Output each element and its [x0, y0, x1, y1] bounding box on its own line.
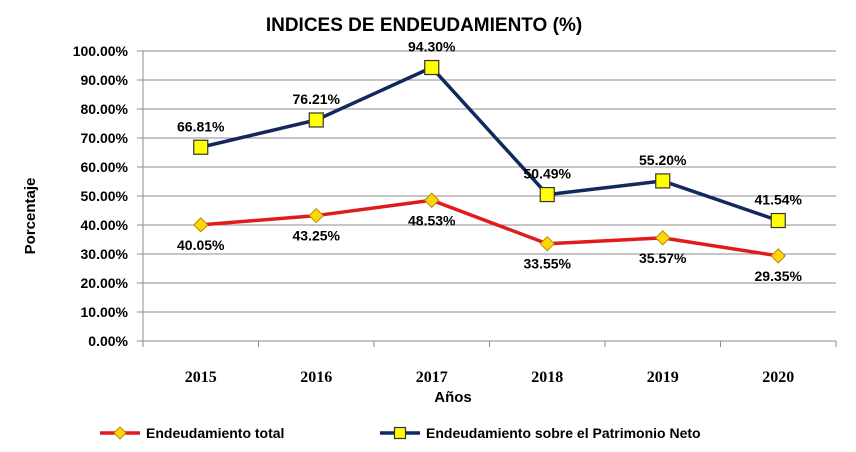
data-label: 35.57%: [639, 250, 687, 266]
data-label: 55.20%: [639, 152, 687, 168]
data-point: [308, 207, 324, 224]
y-tick-label: 40.00%: [81, 217, 129, 233]
x-tick-label: 2015: [185, 369, 217, 386]
data-point: [424, 192, 440, 208]
data-point: [539, 235, 555, 252]
chart-title: INDICES DE ENDEUDAMIENTO (%): [266, 15, 582, 36]
legend-label: Endeudamiento total: [146, 425, 284, 441]
x-tick-label: 2017: [416, 369, 448, 386]
legend-marker: [393, 426, 407, 440]
y-tick-label: 70.00%: [81, 130, 129, 146]
data-point: [770, 248, 786, 264]
y-tick-labels: 0.00% 10.00% 20.00% 30.00% 40.00% 50.00% 60.00…: [73, 43, 129, 349]
data-point: [193, 217, 209, 233]
y-tick-label: 10.00%: [81, 304, 129, 320]
legend-label: Endeudamiento sobre el Patrimonio Neto: [426, 425, 701, 441]
data-label: 41.54%: [755, 192, 803, 208]
x-tick-label: 2019: [647, 369, 679, 386]
x-tick-labels: 2015 2016 2017 2018 2019 2020: [185, 369, 795, 386]
y-axis-label: Porcentaje: [22, 178, 39, 255]
data-label: 33.55%: [524, 256, 572, 272]
data-label: 50.49%: [524, 166, 572, 182]
y-tick-label: 50.00%: [81, 188, 129, 204]
y-tick-label: 20.00%: [81, 275, 129, 291]
x-tick-label: 2016: [300, 369, 332, 386]
x-axis-label: Años: [434, 389, 472, 406]
data-label: 29.35%: [755, 268, 803, 284]
y-tick-label: 30.00%: [81, 246, 129, 262]
x-tick-label: 2018: [531, 369, 563, 386]
y-tick-label: 0.00%: [88, 333, 128, 349]
data-label: 66.81%: [177, 118, 225, 134]
data-point: [770, 212, 786, 229]
data-label: 43.25%: [293, 228, 341, 244]
data-point: [655, 173, 671, 189]
series-line-2: [200, 65, 779, 223]
data-label: 76.21%: [293, 91, 341, 107]
x-tick-label: 2020: [762, 369, 794, 386]
data-point: [424, 59, 440, 76]
legend-marker: [113, 426, 127, 440]
data-label: 48.53%: [408, 212, 456, 228]
data-point: [539, 186, 555, 203]
legend: Endeudamiento total Endeudamiento sobre e…: [100, 425, 701, 441]
series-group: 40.05% 43.25% 48.53% 33.55% 35.57% 29.35% 66.8…: [177, 39, 803, 284]
data-point: [655, 230, 671, 246]
y-tick-label: 80.00%: [81, 101, 129, 117]
data-label: 94.30%: [408, 39, 456, 55]
series-line-1: [200, 198, 779, 258]
data-point: [193, 139, 209, 155]
data-point: [308, 112, 324, 128]
axes: [137, 50, 837, 347]
y-tick-label: 100.00%: [73, 43, 129, 59]
y-tick-label: 60.00%: [81, 159, 129, 175]
y-tick-label: 90.00%: [81, 72, 129, 88]
data-label: 40.05%: [177, 237, 225, 253]
gridlines: [143, 50, 836, 313]
